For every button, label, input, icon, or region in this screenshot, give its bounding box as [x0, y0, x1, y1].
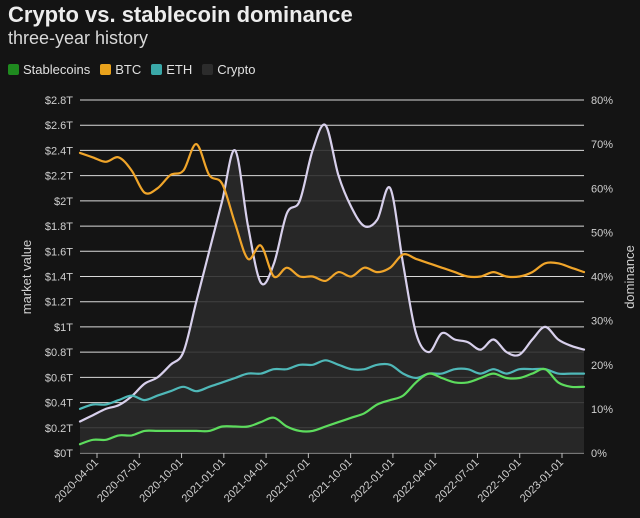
chart-subtitle: three-year history	[8, 28, 149, 48]
y-tick-label: $0.2T	[45, 423, 73, 435]
y2-tick-label: 80%	[591, 95, 613, 107]
chart-title: Crypto vs. stablecoin dominance	[8, 2, 353, 27]
y-tick-label: $1T	[54, 322, 73, 334]
legend-swatch-eth	[151, 64, 163, 75]
legend-label-crypto: Crypto	[217, 62, 256, 77]
x-tick-label: 2021-04-01	[222, 457, 270, 505]
x-tick-label: 2020-10-01	[137, 457, 185, 505]
x-tick-label: 2020-07-01	[95, 457, 143, 505]
y2-tick-label: 10%	[591, 404, 613, 416]
x-tick-label: 2023-01-01	[518, 457, 566, 505]
y-tick-label: $2.6T	[45, 120, 73, 132]
y-tick-label: $0.4T	[45, 398, 73, 410]
y2-axis-title: dominance	[622, 245, 637, 309]
legend-swatch-crypto	[202, 64, 214, 75]
x-tick-label: 2022-10-01	[476, 457, 524, 505]
legend-label-eth: ETH	[166, 62, 193, 77]
y-tick-label: $2.8T	[45, 95, 73, 107]
y-tick-label: $1.8T	[45, 221, 73, 233]
y-tick-label: $1.4T	[45, 272, 73, 284]
y-axis-title: market value	[19, 240, 34, 314]
legend-item-eth[interactable]: ETH	[151, 62, 192, 77]
legend-label-btc: BTC	[115, 62, 142, 77]
x-tick-label: 2021-10-01	[306, 457, 354, 505]
y-tick-label: $2.2T	[45, 171, 73, 183]
y2-tick-label: 20%	[591, 360, 613, 372]
legend-item-btc[interactable]: BTC	[100, 62, 141, 77]
x-tick-label: 2020-04-01	[53, 457, 101, 505]
legend-swatch-stablecoins	[8, 64, 19, 75]
y-tick-label: $0T	[54, 448, 73, 460]
series-line-btc	[78, 143, 586, 283]
legend-item-stablecoins[interactable]: Stablecoins	[8, 62, 90, 77]
y2-tick-label: 0%	[591, 448, 607, 460]
x-tick-label: 2022-04-01	[391, 457, 439, 505]
y-tick-label: $2T	[54, 196, 73, 208]
series-line-eth	[78, 359, 586, 410]
y2-tick-label: 60%	[591, 183, 613, 195]
x-tick-label: 2022-01-01	[349, 457, 397, 505]
y2-tick-label: 40%	[591, 272, 613, 284]
y-tick-label: $0.8T	[45, 347, 73, 359]
y-tick-label: $1.2T	[45, 297, 73, 309]
x-tick-label: 2022-07-01	[433, 457, 481, 505]
y-tick-label: $1.6T	[45, 246, 73, 258]
series-line-crypto	[78, 123, 586, 423]
y2-tick-label: 70%	[591, 139, 613, 151]
y-tick-label: $0.6T	[45, 372, 73, 384]
legend: Stablecoins BTC ETH Crypto	[8, 62, 256, 77]
y-tick-label: $2.4T	[45, 145, 73, 157]
series-area-crypto	[80, 124, 584, 454]
x-tick-label: 2021-01-01	[180, 457, 228, 505]
series-line-stablecoins	[78, 367, 586, 446]
legend-label-stablecoins: Stablecoins	[23, 62, 91, 77]
y2-tick-label: 30%	[591, 316, 613, 328]
y2-tick-label: 50%	[591, 227, 613, 239]
x-tick-label: 2021-07-01	[264, 457, 312, 505]
legend-swatch-btc	[100, 64, 112, 75]
legend-item-crypto[interactable]: Crypto	[202, 62, 256, 77]
